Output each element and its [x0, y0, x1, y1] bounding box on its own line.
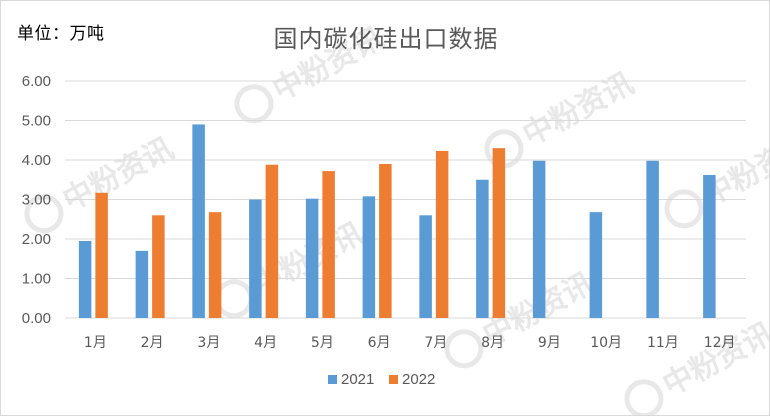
x-tick-label: 3月 [197, 335, 220, 351]
bar-2022 [379, 163, 392, 318]
bar-2021 [305, 198, 319, 318]
legend-swatch [328, 375, 337, 384]
bar-2022 [492, 148, 506, 318]
y-tick-label: 1.00 [22, 271, 51, 288]
bar-2022 [95, 192, 108, 318]
watermark-logo-icon [664, 189, 704, 229]
x-tick-label: 5月 [311, 335, 334, 351]
y-tick-label: 3.00 [22, 192, 51, 209]
y-tick-label: 0.00 [22, 310, 51, 327]
x-tick-label: 7月 [424, 335, 447, 351]
bar-2021 [78, 240, 92, 318]
chart-title: 国内碳化硅出口数据 [273, 25, 499, 53]
watermark: 中粉资讯 [214, 216, 370, 319]
bar-2021 [476, 179, 489, 318]
x-tick-label: 4月 [254, 335, 277, 351]
bar-2022 [435, 150, 449, 318]
bar-2022 [152, 215, 165, 318]
legend-label: 2021 [341, 371, 374, 388]
legend-label: 2022 [402, 371, 435, 388]
bar-2021 [532, 160, 546, 318]
unit-label: 单位：万吨 [17, 24, 105, 44]
bar-2022 [322, 171, 335, 318]
bar-2021 [362, 196, 376, 318]
legend-swatch [389, 375, 398, 384]
x-tick-label: 2月 [141, 335, 164, 351]
bar-2021 [646, 160, 659, 318]
watermark-logo-icon [484, 129, 524, 169]
watermark-logo-icon [624, 379, 664, 415]
watermark-text: 中粉资讯 [657, 316, 770, 403]
y-tick-label: 2.00 [22, 231, 51, 248]
watermark: 中粉资讯 [444, 266, 600, 369]
watermark: 中粉资讯 [624, 316, 770, 415]
x-tick-label: 11月 [647, 335, 679, 351]
x-tick-label: 6月 [368, 335, 391, 351]
bar-2021 [589, 212, 603, 318]
watermark-logo-icon [24, 194, 64, 234]
bar-2021 [192, 124, 205, 318]
x-tick-label: 1月 [84, 335, 107, 351]
watermark-logo-icon [234, 84, 274, 124]
y-tick-label: 6.00 [22, 73, 51, 90]
bar-2021 [135, 250, 149, 318]
y-tick-label: 5.00 [22, 113, 51, 130]
bar-2021 [419, 215, 432, 318]
x-tick-label: 9月 [538, 335, 561, 351]
bar-2022 [208, 212, 222, 318]
x-tick-label: 10月 [590, 335, 622, 351]
watermark-text: 中粉资讯 [57, 131, 179, 218]
y-tick-label: 4.00 [22, 152, 51, 169]
bar-2022 [265, 164, 279, 318]
watermark-logo-icon [444, 329, 484, 369]
bar-2021 [249, 199, 262, 318]
watermark-text: 中粉资讯 [517, 66, 639, 153]
x-tick-label: 12月 [704, 335, 736, 351]
bar-2021 [703, 175, 716, 318]
x-tick-label: 8月 [481, 335, 504, 351]
